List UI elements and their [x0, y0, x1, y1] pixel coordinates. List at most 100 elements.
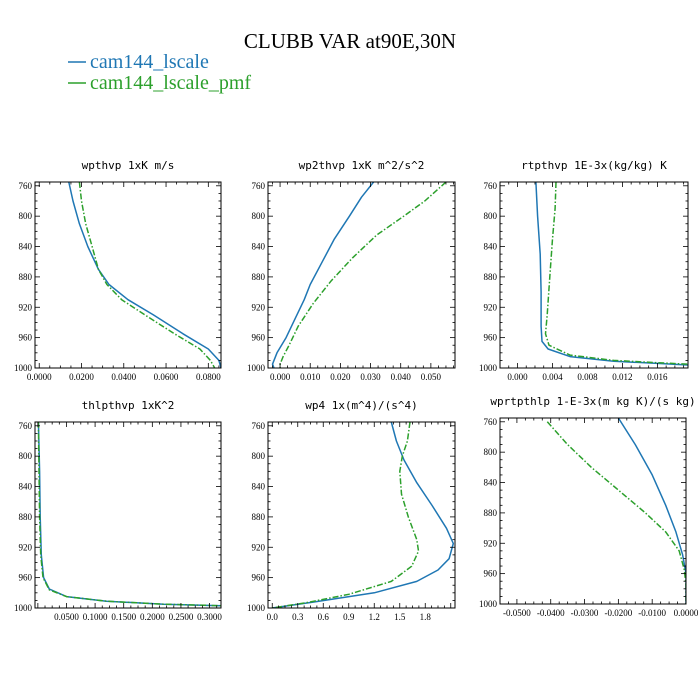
x-tick-label: 0.000	[270, 372, 291, 382]
y-tick-label: 800	[252, 211, 266, 221]
y-tick-label: 960	[19, 573, 33, 583]
x-tick-label: 0.016	[647, 372, 668, 382]
y-tick-label: 920	[19, 542, 33, 552]
y-tick-label: 1000	[479, 363, 498, 373]
x-tick-label: 0.9	[343, 612, 355, 622]
legend-label-1: cam144_lscale_pmf	[90, 72, 251, 94]
panel-6: wprtpthlp 1-E-3x(m kg K)/(s kg) 760 800 840…	[479, 395, 699, 618]
y-tick-label: 800	[19, 211, 33, 221]
panel-title: wp2thvp 1xK m^2/s^2	[299, 159, 425, 172]
x-tick-label: 0.0200	[69, 372, 94, 382]
y-tick-label: 920	[19, 302, 33, 312]
panel-title: wpthvp 1xK m/s	[82, 159, 175, 172]
y-tick-label: 760	[484, 417, 498, 427]
x-tick-label: 0.0000	[27, 372, 52, 382]
series-line-1	[68, 182, 221, 368]
x-tick-label: 0.000	[507, 372, 528, 382]
legend: cam144_lscale cam144_lscale_pmf	[68, 51, 251, 94]
plot-frame	[267, 181, 456, 369]
panel-title: wprtpthlp 1-E-3x(m kg K)/(s kg)	[490, 395, 695, 408]
y-tick-label: 760	[252, 181, 266, 191]
y-tick-label: 920	[252, 542, 266, 552]
y-tick-label: 880	[19, 512, 33, 522]
x-tick-label: 0.6	[318, 612, 330, 622]
series-line-1	[37, 422, 221, 607]
y-tick-label: 840	[252, 482, 266, 492]
y-tick-label: 920	[252, 302, 266, 312]
y-tick-label: 800	[484, 211, 498, 221]
y-tick-label: 920	[484, 302, 498, 312]
y-tick-label: 880	[19, 272, 33, 282]
x-tick-label: 0.3	[292, 612, 304, 622]
panel-title: rtpthvp 1E-3x(kg/kg) K	[521, 159, 667, 172]
y-tick-label: 880	[252, 272, 266, 282]
y-tick-label: 800	[19, 451, 33, 461]
plot-frame	[499, 181, 689, 369]
panel-4: thlpthvp 1xK^2 760 800 840 880 920 960 1000 0.05…	[14, 399, 222, 622]
y-tick-label: 1000	[14, 603, 33, 613]
y-tick-label: 960	[484, 333, 498, 343]
y-tick-label: 840	[252, 242, 266, 252]
y-tick-label: 800	[252, 451, 266, 461]
x-tick-label: 0.030	[360, 372, 381, 382]
series-line-2	[546, 421, 686, 604]
panel-2: wp2thvp 1xK m^2/s^2 760 800 840 880 920 960 100…	[247, 159, 456, 382]
figure-title: CLUBB VAR at90E,30N	[244, 29, 456, 53]
y-tick-label: 1000	[14, 363, 33, 373]
y-tick-label: 960	[252, 573, 266, 583]
series-line-2	[78, 182, 216, 368]
plot-frame	[34, 181, 222, 369]
y-tick-label: 1000	[479, 599, 498, 609]
y-tick-label: 960	[252, 333, 266, 343]
y-tick-label: 800	[484, 447, 498, 457]
series-line-1	[272, 422, 455, 608]
y-tick-label: 880	[252, 512, 266, 522]
x-tick-label: 0.0800	[196, 372, 221, 382]
panel-title: thlpthvp 1xK^2	[82, 399, 175, 412]
x-tick-label: 0.040	[391, 372, 412, 382]
x-tick-label: 0.0000	[674, 608, 699, 618]
x-tick-label: -0.0100	[638, 608, 666, 618]
panels: wpthvp 1xK m/s76080084088092096010000.00…	[14, 159, 699, 622]
y-tick-label: 760	[484, 181, 498, 191]
x-tick-label: 0.1000	[83, 612, 108, 622]
y-tick-label: 920	[484, 538, 498, 548]
x-tick-label: -0.0200	[604, 608, 632, 618]
x-tick-label: 0.2500	[169, 612, 194, 622]
y-tick-label: 760	[19, 421, 33, 431]
y-tick-label: 960	[19, 333, 33, 343]
y-tick-label: 840	[484, 478, 498, 488]
x-tick-label: 1.8	[420, 612, 432, 622]
panel-title: wp4 1x(m^4)/(s^4)	[305, 399, 418, 412]
x-tick-label: 1.5	[394, 612, 406, 622]
x-tick-label: 0.3000	[197, 612, 222, 622]
x-tick-label: 1.2	[369, 612, 380, 622]
panel-5: wp4 1x(m^4)/(s^4)76080084088092096010000…	[247, 399, 456, 622]
x-tick-label: 0.0600	[154, 372, 179, 382]
series-line-1	[617, 418, 686, 604]
y-tick-label: 1000	[247, 603, 266, 613]
x-tick-label: 0.2000	[140, 612, 165, 622]
x-tick-label: -0.0500	[503, 608, 531, 618]
legend-label-0: cam144_lscale	[90, 51, 209, 73]
y-tick-label: 840	[484, 242, 498, 252]
x-tick-label: 0.0	[267, 612, 279, 622]
series-line-2	[544, 182, 688, 365]
x-tick-label: 0.008	[577, 372, 598, 382]
x-tick-label: 0.050	[421, 372, 442, 382]
x-tick-label: 0.012	[612, 372, 632, 382]
x-tick-label: 0.004	[542, 372, 563, 382]
series-line-2	[272, 422, 420, 608]
y-tick-label: 960	[484, 569, 498, 579]
panel-1: wpthvp 1xK m/s 760 800 840 880 920 960 10000.00…	[14, 159, 222, 382]
y-tick-label: 760	[19, 181, 33, 191]
series-line-1	[271, 182, 375, 368]
x-tick-label: -0.0300	[571, 608, 599, 618]
y-tick-label: 880	[484, 508, 498, 518]
x-tick-label: 0.020	[330, 372, 351, 382]
plot-frame	[34, 421, 222, 609]
plot-frame	[267, 421, 456, 609]
y-tick-label: 880	[484, 272, 498, 282]
x-tick-label: 0.1500	[111, 612, 136, 622]
